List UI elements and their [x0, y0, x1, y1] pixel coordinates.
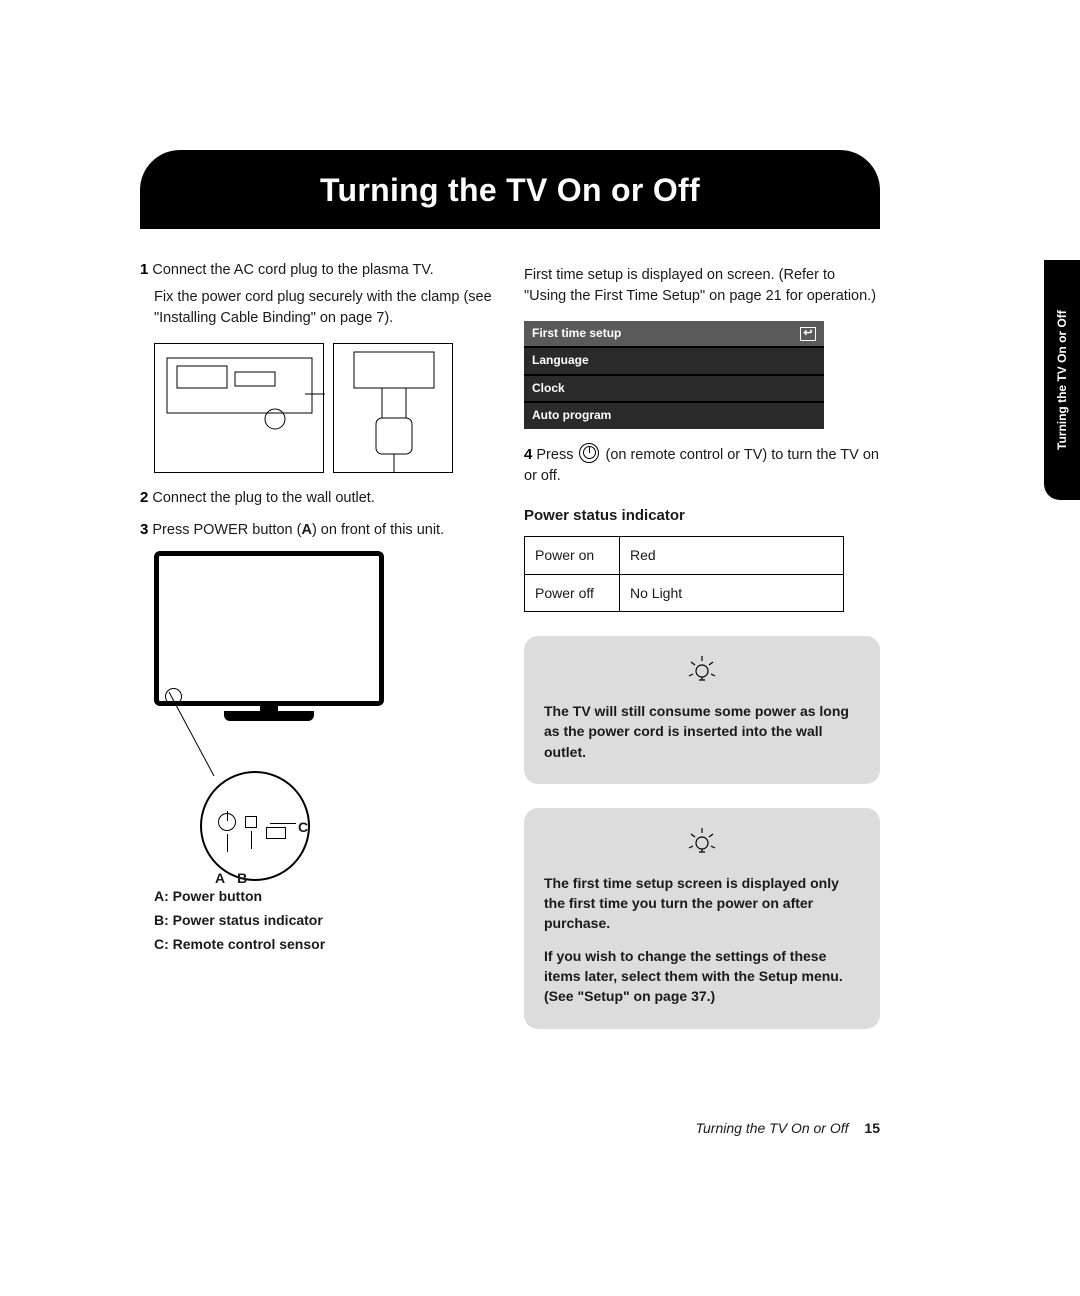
callout-label-b: B — [237, 868, 247, 888]
power-icon — [579, 443, 599, 463]
tip-text: The first time setup screen is displayed… — [544, 873, 860, 934]
table-row: Power on Red — [525, 537, 844, 574]
osd-row-language: Language — [524, 346, 824, 373]
text: Press POWER button ( — [152, 522, 301, 538]
page-footer: Turning the TV On or Off 15 — [140, 1120, 880, 1136]
callout-label-a: A — [215, 868, 225, 888]
figure-ac-plug — [154, 343, 324, 473]
osd-first-time-setup: First time setup ↩ Language Clock Auto p… — [524, 321, 824, 429]
osd-row-clock: Clock — [524, 374, 824, 401]
return-icon: ↩ — [800, 327, 816, 341]
osd-header-title: First time setup — [532, 325, 621, 342]
tip-box-2: The first time setup screen is displayed… — [524, 808, 880, 1029]
callout-label-c: C — [298, 817, 308, 837]
psi-light: No Light — [620, 574, 844, 611]
text: ) on front of this unit. — [312, 522, 444, 538]
step-text: Press POWER button (A) on front of this … — [152, 522, 444, 538]
figure-button-callout: C A B — [200, 771, 310, 881]
step-text: Connect the AC cord plug to the plasma T… — [152, 262, 433, 278]
psi-table: Power on Red Power off No Light — [524, 536, 844, 612]
step-number: 3 — [140, 521, 148, 538]
step-2: 2 Connect the plug to the wall outlet. — [140, 487, 496, 509]
figure-tv-front: C A B — [154, 551, 414, 871]
footer-page-number: 15 — [864, 1120, 880, 1136]
psi-state: Power on — [525, 537, 620, 574]
manual-page: Turning the TV On or Off 1 Connect the A… — [140, 150, 880, 1029]
step-text: Press — [536, 447, 577, 463]
tip-box-1: The TV will still consume some power as … — [524, 636, 880, 784]
psi-light: Red — [620, 537, 844, 574]
osd-row-autoprogram: Auto program — [524, 401, 824, 428]
indicator-icon — [245, 816, 257, 828]
psi-heading: Power status indicator — [524, 505, 880, 527]
psi-state: Power off — [525, 574, 620, 611]
tip-icon — [544, 654, 860, 691]
footer-section: Turning the TV On or Off — [696, 1120, 849, 1136]
step-note: Fix the power cord plug securely with th… — [154, 287, 496, 329]
left-column: 1 Connect the AC cord plug to the plasma… — [140, 259, 496, 1029]
legend-b: B: Power status indicator — [154, 909, 496, 933]
page-title-banner: Turning the TV On or Off — [140, 150, 880, 229]
right-column: First time setup is displayed on screen.… — [524, 259, 880, 1029]
osd-header: First time setup ↩ — [524, 321, 824, 346]
figure-ac-plug-zoom — [333, 343, 453, 473]
figure-legend: A: Power button B: Power status indicato… — [154, 885, 496, 956]
power-icon — [218, 813, 236, 831]
sensor-icon — [266, 827, 286, 839]
step-number: 2 — [140, 489, 148, 506]
step-1: 1 Connect the AC cord plug to the plasma… — [140, 259, 496, 329]
ref-letter: A — [301, 522, 311, 538]
step-number: 4 — [524, 446, 532, 463]
tip-text: The TV will still consume some power as … — [544, 701, 860, 762]
first-setup-intro: First time setup is displayed on screen.… — [524, 265, 880, 307]
step-4: 4 Press (on remote control or TV) to tur… — [524, 443, 880, 487]
legend-a: A: Power button — [154, 885, 496, 909]
tip-icon — [544, 826, 860, 863]
step-number: 1 — [140, 261, 148, 278]
step-3: 3 Press POWER button (A) on front of thi… — [140, 519, 496, 541]
step-text: Connect the plug to the wall outlet. — [152, 490, 374, 506]
legend-c: C: Remote control sensor — [154, 933, 496, 957]
side-tab: Turning the TV On or Off — [1044, 260, 1080, 500]
table-row: Power off No Light — [525, 574, 844, 611]
tip-text: If you wish to change the settings of th… — [544, 946, 860, 1007]
